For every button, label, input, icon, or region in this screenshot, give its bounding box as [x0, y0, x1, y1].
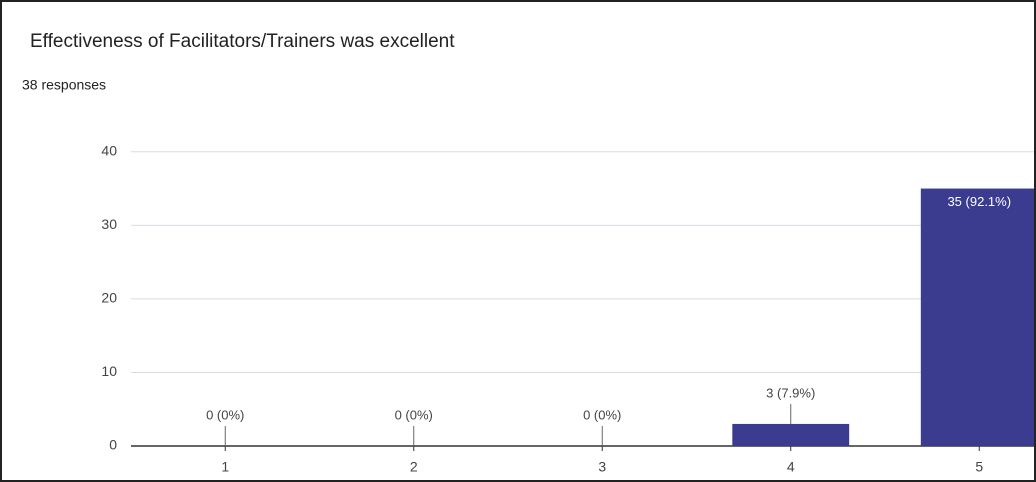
value-label: 0 (0%) [583, 407, 621, 422]
bar [732, 423, 850, 446]
plot: 0 10 20 30 40 1 0 (0%) 2 0 (0%) 3 0 (0%) 4 3 (7.9%) 5… [101, 142, 1034, 475]
chart-title: Effectiveness of Facilitators/Trainers w… [30, 31, 455, 52]
x-tick-label: 4 [787, 459, 795, 475]
value-label: 0 (0%) [395, 407, 433, 422]
x-tick-label: 3 [598, 459, 606, 475]
y-tick-label: 0 [109, 437, 117, 453]
y-tick-label: 10 [101, 363, 117, 379]
x-tick-label: 1 [221, 459, 229, 475]
y-tick-label: 40 [101, 142, 117, 158]
bar [920, 188, 1034, 447]
value-label: 3 (7.9%) [766, 385, 815, 400]
value-label: 0 (0%) [206, 407, 244, 422]
chart-subtitle: 38 responses [22, 77, 106, 93]
x-tick-label: 5 [975, 459, 983, 475]
x-tick-label: 2 [410, 459, 418, 475]
y-tick-label: 20 [101, 290, 117, 306]
y-tick-label: 30 [101, 216, 117, 232]
value-label: 35 (92.1%) [947, 194, 1011, 209]
